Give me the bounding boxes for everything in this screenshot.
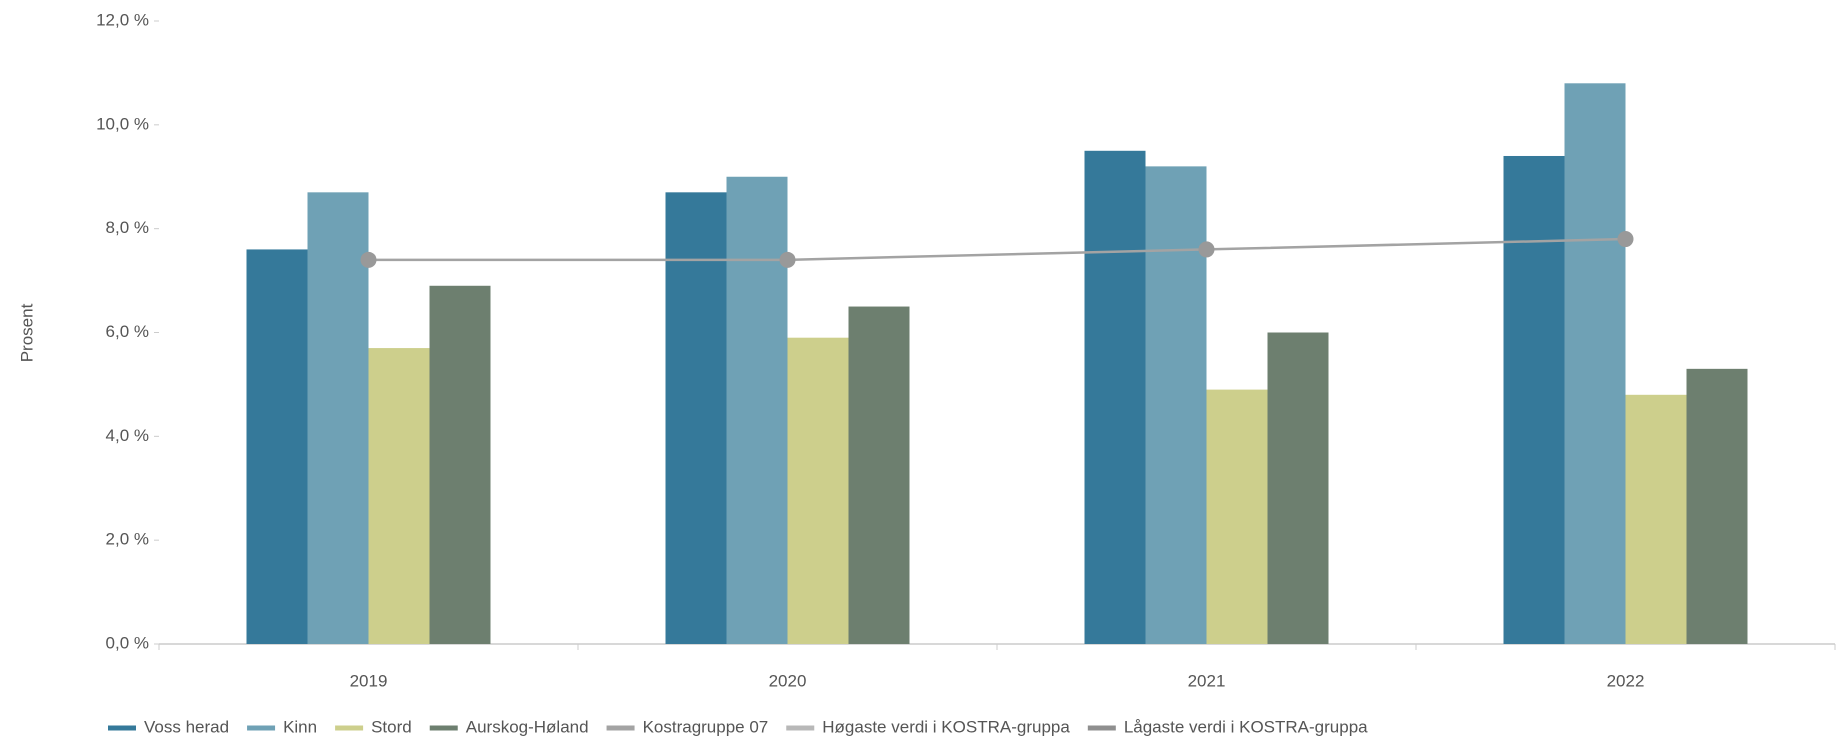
bar	[1145, 166, 1207, 644]
bar	[1206, 389, 1268, 644]
y-tick-label: 6,0 %	[106, 322, 149, 341]
bar	[848, 306, 910, 644]
y-tick-label: 4,0 %	[106, 426, 149, 445]
legend-label: Voss herad	[144, 717, 229, 736]
legend-label: Lågaste verdi i KOSTRA-gruppa	[1124, 717, 1368, 736]
bar	[1267, 332, 1329, 644]
y-tick-label: 12,0 %	[96, 10, 149, 29]
x-tick-label: 2022	[1607, 671, 1645, 690]
bar	[1564, 83, 1626, 645]
y-tick-label: 10,0 %	[96, 114, 149, 133]
legend-label: Kostragruppe 07	[643, 717, 769, 736]
bar	[665, 192, 727, 644]
y-tick-label: 8,0 %	[106, 218, 149, 237]
x-tick-label: 2021	[1188, 671, 1226, 690]
legend-label: Kinn	[283, 717, 317, 736]
y-tick-label: 2,0 %	[106, 530, 149, 549]
bar	[787, 337, 849, 644]
bar	[1625, 394, 1687, 644]
line-marker	[360, 251, 377, 268]
bar	[429, 285, 491, 644]
legend-label: Aurskog-Høland	[466, 717, 589, 736]
x-tick-label: 2019	[350, 671, 388, 690]
x-tick-label: 2020	[769, 671, 807, 690]
bar	[1084, 150, 1146, 644]
line	[368, 237, 1626, 262]
bar	[726, 176, 788, 644]
bar	[307, 192, 369, 644]
legend-label: Stord	[371, 717, 412, 736]
bar	[1503, 155, 1565, 644]
bar	[246, 249, 308, 644]
line-marker	[1198, 241, 1215, 258]
line-marker	[1617, 231, 1634, 248]
line-marker	[779, 251, 796, 268]
bar	[1686, 368, 1748, 644]
bar	[368, 348, 430, 644]
y-axis-label: Prosent	[17, 303, 36, 362]
legend-label: Høgaste verdi i KOSTRA-gruppa	[822, 717, 1070, 736]
y-tick-label: 0,0 %	[106, 633, 149, 652]
